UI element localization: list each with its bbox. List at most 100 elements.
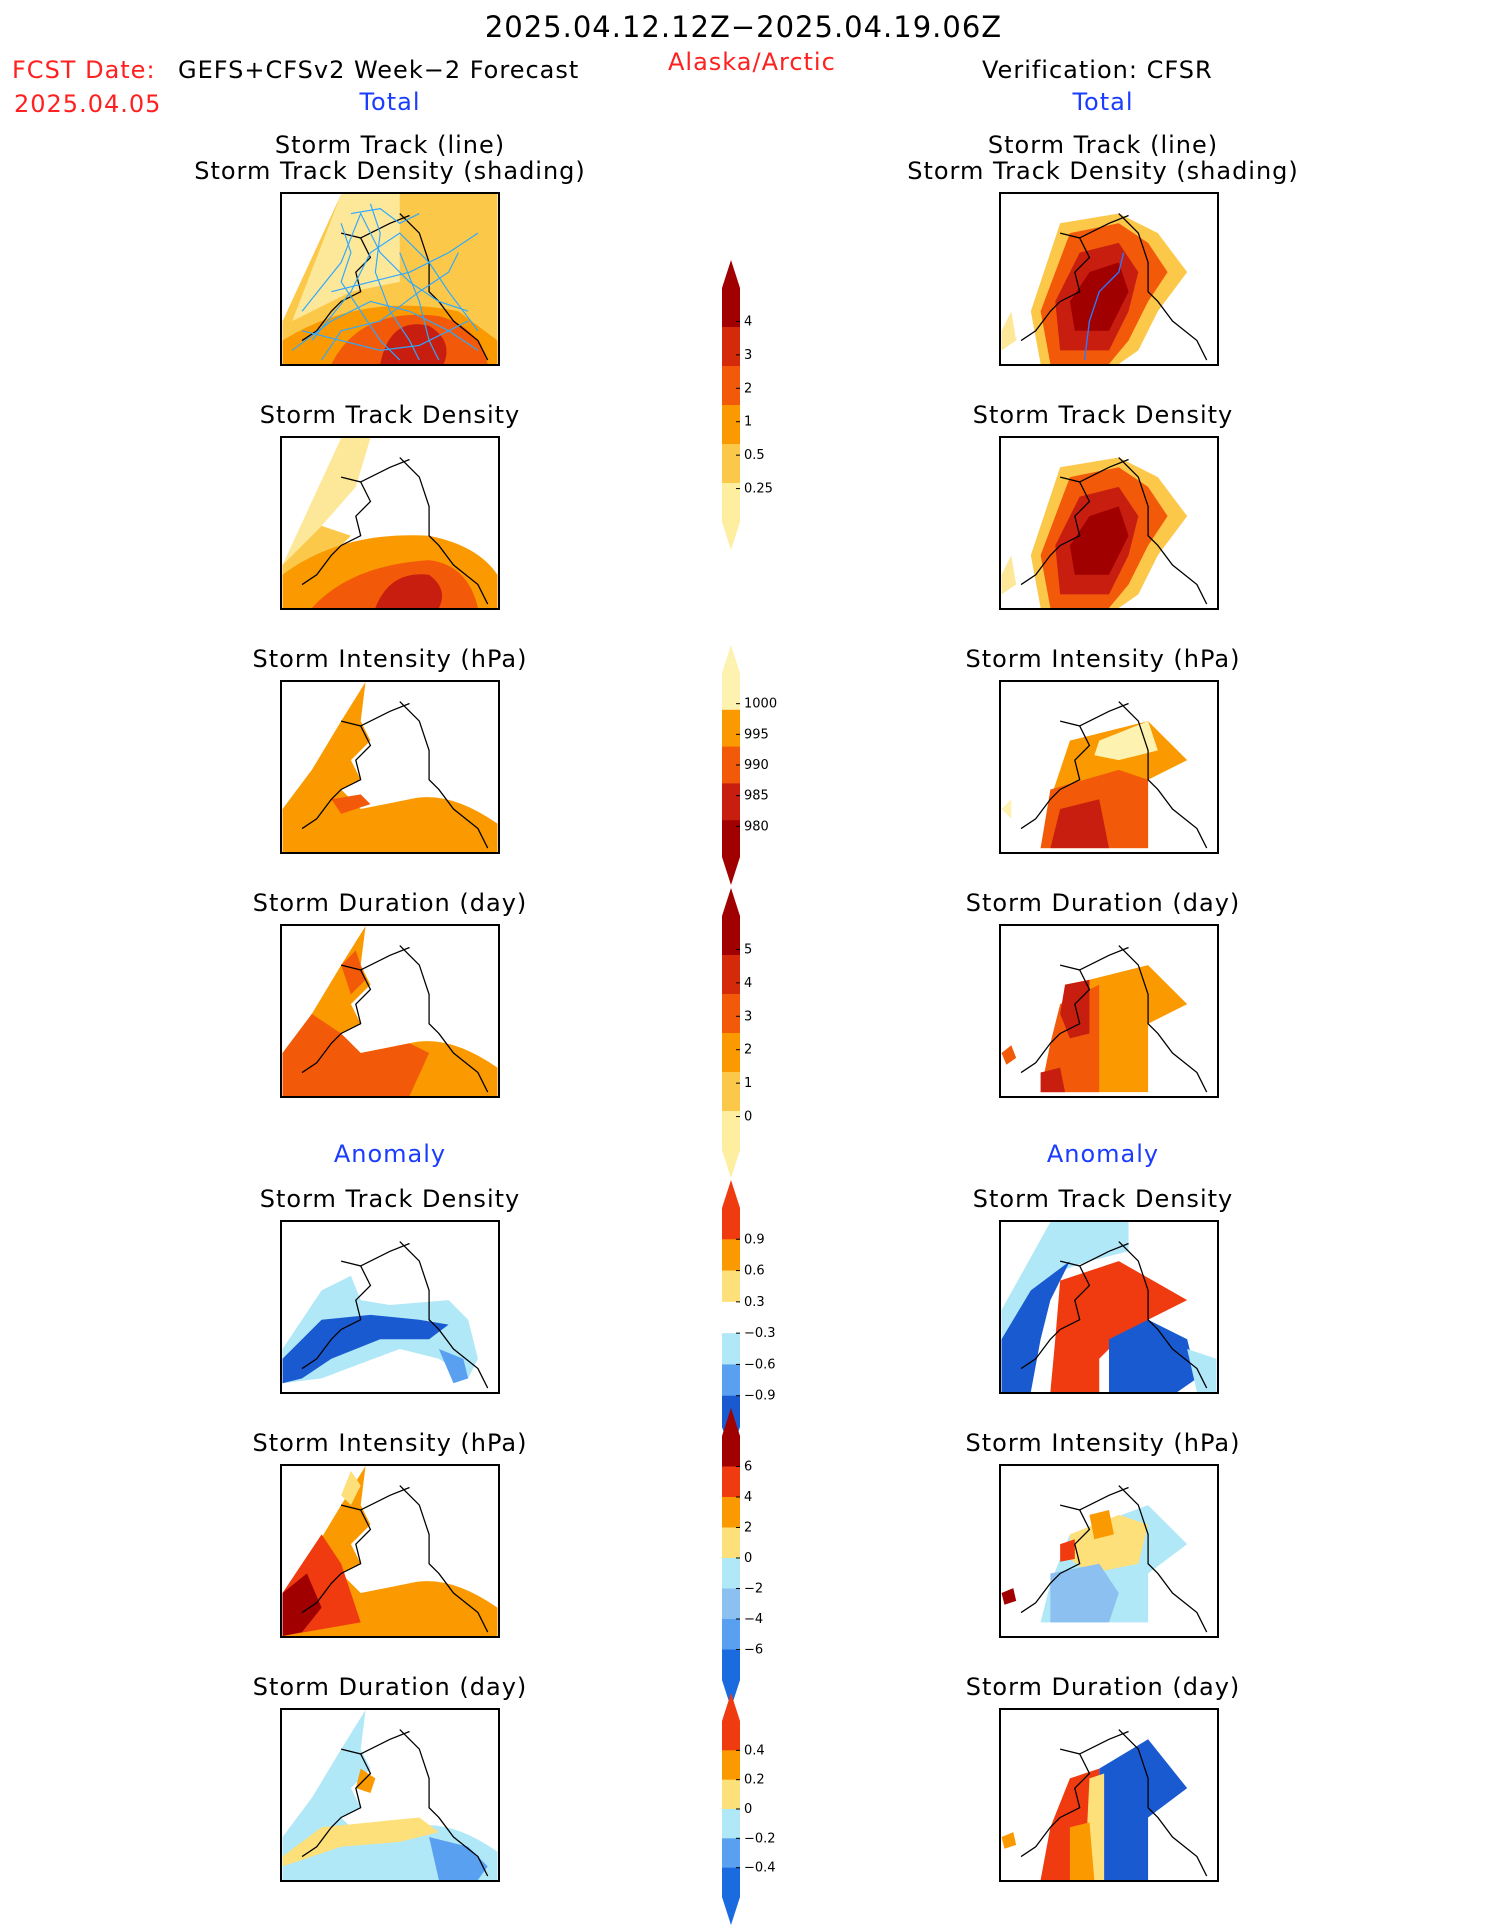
colorbar-tick-label: 3	[744, 1009, 752, 1024]
colorbar-tick-label: 0.25	[744, 482, 773, 497]
map-right-anom-density	[999, 1220, 1219, 1394]
map-left-intensity	[280, 680, 500, 854]
colorbar-tick-label: −0.6	[744, 1357, 776, 1372]
right-title-density: Storm Track Density	[972, 401, 1234, 429]
map-right-anom-intensity	[999, 1464, 1219, 1638]
colorbar-tick-label: 3	[744, 348, 752, 363]
left-title-intensity: Storm Intensity (hPa)	[252, 645, 528, 673]
colorbar-swatch	[722, 1111, 740, 1151]
colorbar-anom-duration: 0.4 0.2 0 −0.2 −0.4	[700, 1693, 780, 1925]
colorbar-swatch	[722, 994, 740, 1034]
colorbar-swatch	[722, 1436, 740, 1467]
colorbar-tick-label: −0.4	[744, 1861, 776, 1876]
left-title-anom-duration: Storm Duration (day)	[252, 1673, 528, 1701]
colorbar-swatch	[722, 1239, 740, 1272]
colorbar-swatch	[722, 673, 740, 711]
colorbar-tick-label: 995	[744, 727, 769, 742]
colorbar-tick-label: 985	[744, 789, 769, 804]
colorbar-top-arrow	[722, 645, 740, 673]
main-title: 2025.04.12.12Z−2025.04.19.06Z	[484, 10, 1003, 44]
colorbar-swatch	[722, 1033, 740, 1073]
colorbar-swatch	[722, 1809, 740, 1839]
colorbar-swatch	[722, 955, 740, 995]
colorbar-swatch	[722, 709, 740, 748]
colorbar-swatch	[722, 1588, 740, 1620]
map-right-duration	[999, 924, 1219, 1098]
left-title-track-line: Storm Track (line)	[274, 131, 506, 159]
map-left-anom-duration	[280, 1708, 500, 1882]
colorbar-top-arrow	[722, 1180, 740, 1208]
right-title-duration: Storm Duration (day)	[965, 889, 1241, 917]
colorbar-top-arrow	[722, 1408, 740, 1436]
colorbar-swatch	[722, 1270, 740, 1303]
colorbar-top-arrow	[722, 1693, 740, 1721]
colorbar-tick-label: 6	[744, 1460, 752, 1475]
colorbar-swatch	[722, 483, 740, 523]
colorbar-swatch	[722, 1779, 740, 1810]
colorbar-swatch	[722, 1649, 740, 1681]
left-total-label: Total	[359, 88, 421, 116]
verification-label: Verification: CFSR	[982, 56, 1213, 84]
colorbar-top-arrow	[722, 260, 740, 288]
colorbar-swatch	[722, 1527, 740, 1559]
colorbar-tick-label: 0	[744, 1802, 752, 1817]
colorbar-swatch	[722, 783, 740, 821]
fcst-date-value: 2025.04.05	[14, 90, 162, 118]
colorbar-swatch	[722, 916, 740, 956]
colorbar-tick-label: 0.5	[744, 448, 765, 463]
colorbar-swatch	[722, 1750, 740, 1781]
colorbar-swatch	[722, 1558, 740, 1589]
colorbar-tick-label: 980	[744, 819, 769, 834]
colorbar-bottom-arrow	[722, 1897, 740, 1925]
colorbar-tick-label: 1	[744, 1076, 752, 1091]
right-title-anom-duration: Storm Duration (day)	[965, 1673, 1241, 1701]
colorbar-tick-label: 4	[744, 314, 752, 329]
colorbar-top-arrow	[722, 888, 740, 916]
left-title-duration: Storm Duration (day)	[252, 889, 528, 917]
map-left-duration	[280, 924, 500, 1098]
colorbar-swatch	[722, 1466, 740, 1498]
map-right-density	[999, 436, 1219, 610]
colorbar-bottom-arrow	[722, 857, 740, 885]
colorbar-swatch	[722, 1333, 740, 1365]
colorbar-swatch	[722, 820, 740, 858]
map-left-track	[280, 192, 500, 366]
colorbar-swatch	[722, 1364, 740, 1397]
left-title-track-shading: Storm Track Density (shading)	[194, 157, 586, 185]
colorbar-tick-label: −2	[744, 1582, 763, 1597]
map-right-track	[999, 192, 1219, 366]
right-title-anom-intensity: Storm Intensity (hPa)	[965, 1429, 1241, 1457]
colorbar-bottom-arrow	[722, 1150, 740, 1178]
right-title-anom-density: Storm Track Density	[972, 1185, 1234, 1213]
left-title-anom-density: Storm Track Density	[259, 1185, 521, 1213]
colorbar-tick-label: −4	[744, 1612, 763, 1627]
colorbar-swatch	[722, 1208, 740, 1240]
colorbar-swatch	[722, 288, 740, 328]
colorbar-tick-label: 2	[744, 1043, 752, 1058]
colorbar-tick-label: 0.6	[744, 1264, 765, 1279]
region-label: Alaska/Arctic	[668, 48, 836, 76]
colorbar-tick-label: −6	[744, 1643, 763, 1658]
right-anomaly-label: Anomaly	[1046, 1140, 1160, 1168]
map-left-density	[280, 436, 500, 610]
fcst-model: GEFS+CFSv2 Week−2 Forecast	[178, 56, 580, 84]
colorbar-bottom-arrow	[722, 522, 740, 550]
colorbar-swatch	[722, 1838, 740, 1869]
colorbar-anom-intensity: 6 4 2 0 −2 −4 −6	[700, 1408, 780, 1708]
colorbar-swatch	[722, 1619, 740, 1650]
colorbar-tick-label: 0.4	[744, 1743, 765, 1758]
colorbar-swatch	[722, 1867, 740, 1898]
colorbar-tick-label: 990	[744, 758, 769, 773]
left-title-density: Storm Track Density	[259, 401, 521, 429]
fcst-date-label: FCST Date:	[12, 56, 156, 84]
map-left-anom-intensity	[280, 1464, 500, 1638]
left-title-anom-intensity: Storm Intensity (hPa)	[252, 1429, 528, 1457]
colorbar-tick-label: 4	[744, 1490, 752, 1505]
map-left-anom-density	[280, 1220, 500, 1394]
colorbar-tick-label: 1	[744, 415, 752, 430]
colorbar-tick-label: −0.2	[744, 1831, 776, 1846]
colorbar-swatch	[722, 1497, 740, 1528]
right-title-track-shading: Storm Track Density (shading)	[907, 157, 1299, 185]
right-title-intensity: Storm Intensity (hPa)	[965, 645, 1241, 673]
colorbar-density: 4 3 2 1 0.5 0.25	[700, 260, 780, 550]
